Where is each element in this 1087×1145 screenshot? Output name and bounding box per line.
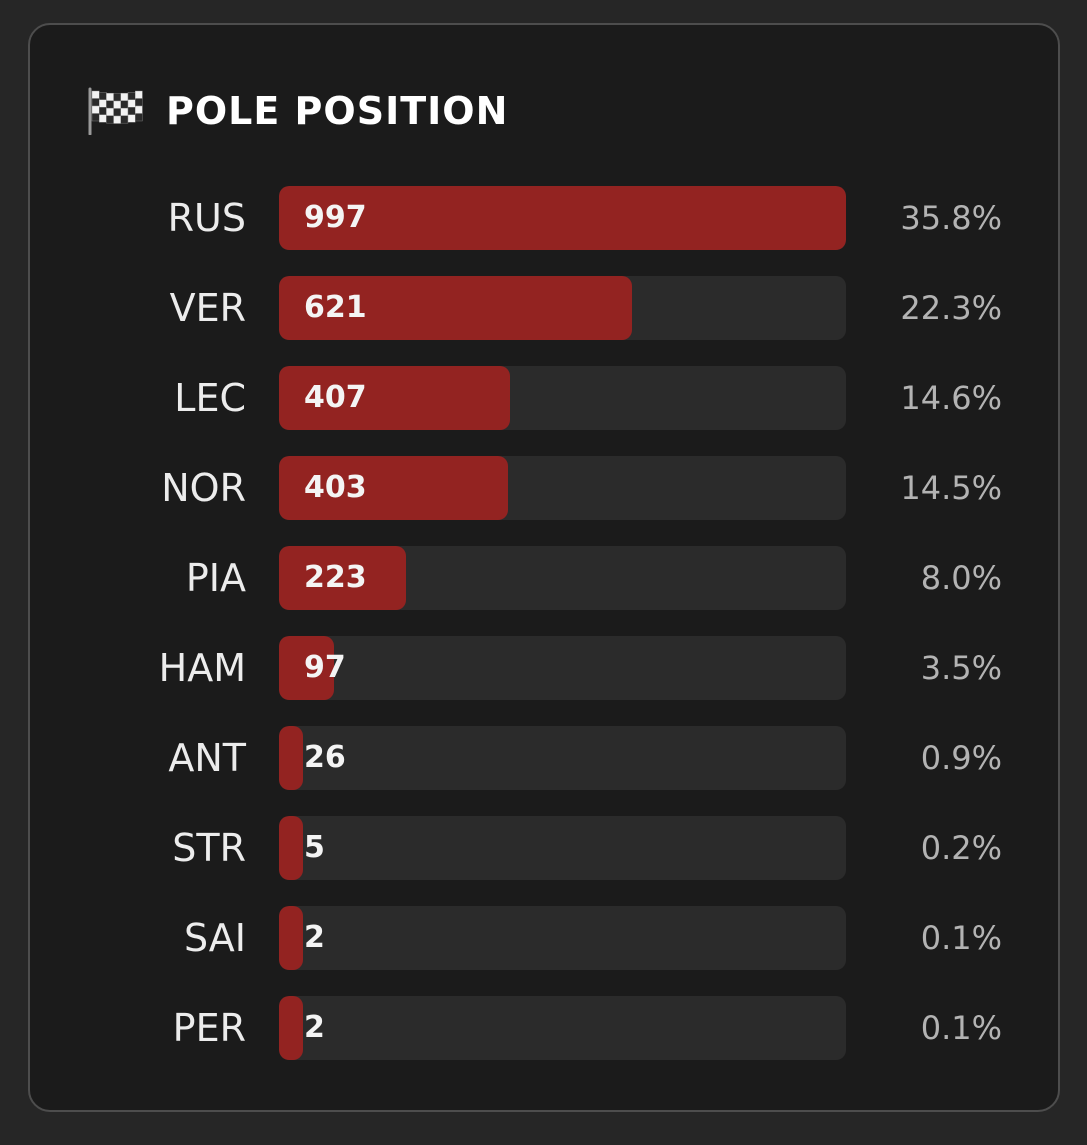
bar-row-pia: PIA 223 8.0% xyxy=(30,545,1058,611)
bar-value-label: 2 xyxy=(304,1010,325,1045)
bar-value-label: 97 xyxy=(304,650,346,685)
percentage-label: 14.6% xyxy=(900,379,1002,417)
bar-fill xyxy=(279,726,303,790)
bar-value-label: 2 xyxy=(304,920,325,955)
bar-track: 2 xyxy=(279,906,846,970)
bar-track: 2 xyxy=(279,996,846,1060)
bar-fill xyxy=(279,996,303,1060)
percentage-label: 0.1% xyxy=(920,1009,1002,1047)
percentage-label: 0.9% xyxy=(920,739,1002,777)
percentage-label: 14.5% xyxy=(900,469,1002,507)
bar-fill xyxy=(279,546,406,610)
bar-row-rus: RUS 997 35.8% xyxy=(30,185,1058,251)
driver-label: SAI xyxy=(183,916,246,960)
driver-label: HAM xyxy=(158,646,246,690)
driver-label: PER xyxy=(172,1006,246,1050)
bar-value-label: 26 xyxy=(304,740,346,775)
bar-row-nor: NOR 403 14.5% xyxy=(30,455,1058,521)
card-header: POLE POSITION xyxy=(86,85,508,137)
bar-row-per: PER 2 0.1% xyxy=(30,995,1058,1061)
driver-label: PIA xyxy=(185,556,246,600)
bar-row-ant: ANT 26 0.9% xyxy=(30,725,1058,791)
percentage-label: 22.3% xyxy=(900,289,1002,327)
driver-label: NOR xyxy=(161,466,246,510)
bar-fill xyxy=(279,366,511,430)
bar-track: 403 xyxy=(279,456,846,520)
percentage-label: 8.0% xyxy=(920,559,1002,597)
bar-track: 621 xyxy=(279,276,846,340)
bar-fill xyxy=(279,816,303,880)
bar-track: 5 xyxy=(279,816,846,880)
bar-track: 97 xyxy=(279,636,846,700)
bar-value-label: 997 xyxy=(304,200,367,235)
bar-track: 223 xyxy=(279,546,846,610)
driver-label: ANT xyxy=(168,736,246,780)
pole-position-card: POLE POSITION RUS 997 35.8% VER 621 22.3% LEC 4… xyxy=(28,23,1060,1112)
percentage-label: 0.2% xyxy=(920,829,1002,867)
card-title: POLE POSITION xyxy=(166,89,509,133)
bar-fill xyxy=(279,636,335,700)
bar-row-sai: SAI 2 0.1% xyxy=(30,905,1058,971)
bar-fill xyxy=(279,186,846,250)
bar-value-label: 621 xyxy=(304,290,367,325)
percentage-label: 35.8% xyxy=(900,199,1002,237)
percentage-label: 3.5% xyxy=(920,649,1002,687)
driver-label: LEC xyxy=(174,376,246,420)
checkered-flag-icon xyxy=(88,87,143,135)
bar-track: 407 xyxy=(279,366,846,430)
bar-row-str: STR 5 0.2% xyxy=(30,815,1058,881)
bar-row-ham: HAM 97 3.5% xyxy=(30,635,1058,701)
bar-track: 997 xyxy=(279,186,846,250)
driver-label: VER xyxy=(169,286,246,330)
bar-value-label: 223 xyxy=(304,560,367,595)
driver-label: STR xyxy=(172,826,246,870)
bar-value-label: 403 xyxy=(304,470,367,505)
percentage-label: 0.1% xyxy=(920,919,1002,957)
bar-value-label: 407 xyxy=(304,380,367,415)
bar-track: 26 xyxy=(279,726,846,790)
bar-row-lec: LEC 407 14.6% xyxy=(30,365,1058,431)
bar-value-label: 5 xyxy=(304,830,325,865)
bar-row-ver: VER 621 22.3% xyxy=(30,275,1058,341)
bar-fill xyxy=(279,906,303,970)
driver-label: RUS xyxy=(167,196,246,240)
bar-fill xyxy=(279,276,633,340)
bar-fill xyxy=(279,456,509,520)
